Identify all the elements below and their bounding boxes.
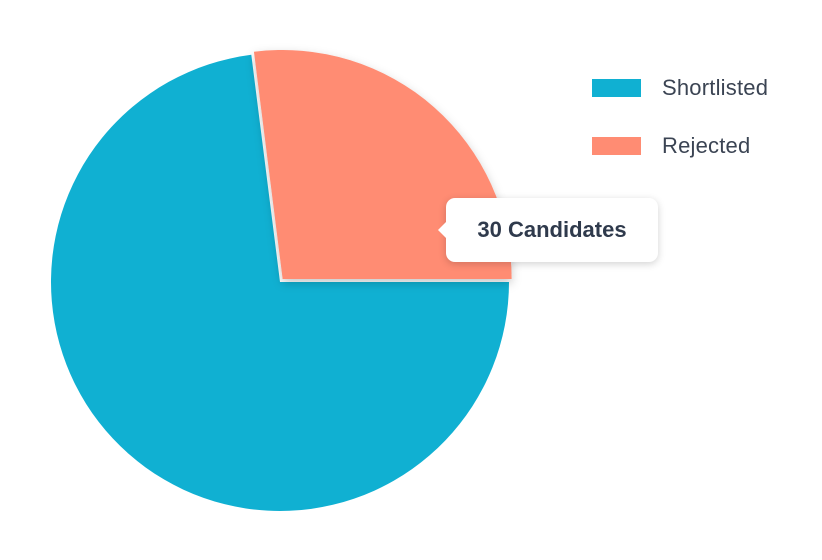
legend-swatch-shortlisted xyxy=(592,79,641,97)
legend-swatch-rejected xyxy=(592,137,641,155)
slice-tooltip: 30 Candidates xyxy=(438,198,658,262)
legend: Shortlisted Rejected xyxy=(592,74,768,160)
tooltip-arrow xyxy=(438,222,446,238)
tooltip-text: 30 Candidates xyxy=(477,217,627,242)
legend-item-shortlisted[interactable]: Shortlisted xyxy=(592,74,768,102)
legend-label-shortlisted: Shortlisted xyxy=(662,75,769,100)
pie-slice-shortlisted[interactable] xyxy=(51,54,509,512)
legend-label-rejected: Rejected xyxy=(662,133,751,158)
legend-item-rejected[interactable]: Rejected xyxy=(592,132,768,160)
